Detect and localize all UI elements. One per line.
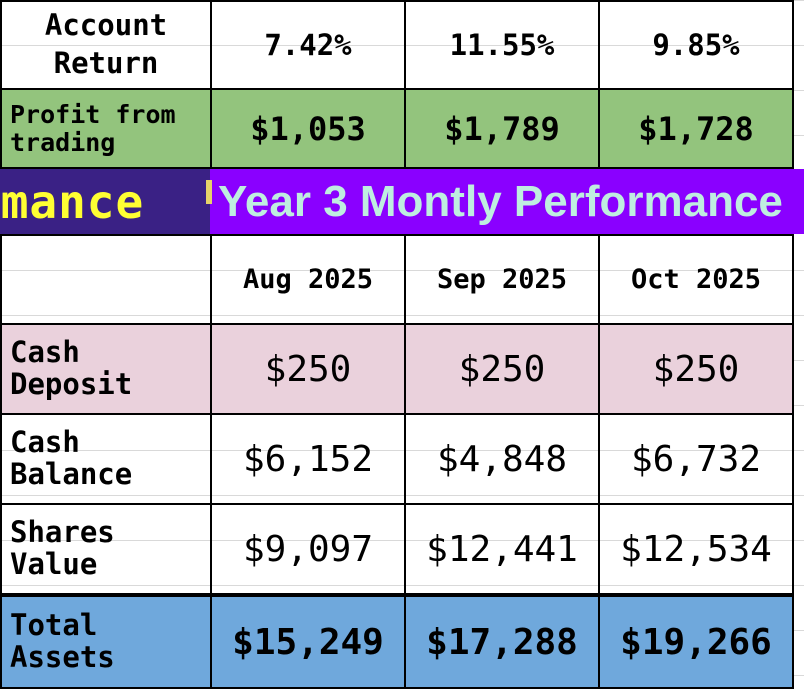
header-blank-cell[interactable] [0,234,212,325]
cash-deposit-aug[interactable]: $250 [210,323,406,415]
cash-deposit-oct[interactable]: $250 [598,323,794,415]
profit-oct[interactable]: $1,728 [598,88,794,169]
shares-value-aug[interactable]: $9,097 [210,503,406,595]
banner-title-text: Year 3 Montly Performance [218,176,783,226]
cash-deposit-sep[interactable]: $250 [404,323,600,415]
account-return-label[interactable]: Account Return [0,0,212,90]
total-assets-oct[interactable]: $19,266 [598,593,794,689]
profit-sep[interactable]: $1,789 [404,88,600,169]
shares-value-label[interactable]: Shares Value [0,503,212,595]
cash-balance-label[interactable]: Cash Balance [0,413,212,505]
month-header-oct[interactable]: Oct 2025 [598,234,794,325]
banner-title: Year 3 Montly Performance [210,169,804,234]
account-return-aug[interactable]: 7.42% [210,0,406,90]
shares-value-oct[interactable]: $12,534 [598,503,794,595]
banner-prev-year-text: rmance [0,174,145,229]
cash-balance-sep[interactable]: $4,848 [404,413,600,505]
account-return-sep[interactable]: 11.55% [404,0,600,90]
banner-prev-year: rmance [0,169,210,234]
cash-balance-oct[interactable]: $6,732 [598,413,794,505]
month-header-aug[interactable]: Aug 2025 [210,234,406,325]
cash-balance-aug[interactable]: $6,152 [210,413,406,505]
banner-divider [206,180,212,204]
total-assets-sep[interactable]: $17,288 [404,593,600,689]
profit-label[interactable]: Profit from trading [0,88,212,169]
cash-deposit-label[interactable]: Cash Deposit [0,323,212,415]
account-return-oct[interactable]: 9.85% [598,0,794,90]
shares-value-sep[interactable]: $12,441 [404,503,600,595]
month-header-sep[interactable]: Sep 2025 [404,234,600,325]
total-assets-aug[interactable]: $15,249 [210,593,406,689]
total-assets-label[interactable]: Total Assets [0,593,212,689]
profit-aug[interactable]: $1,053 [210,88,406,169]
